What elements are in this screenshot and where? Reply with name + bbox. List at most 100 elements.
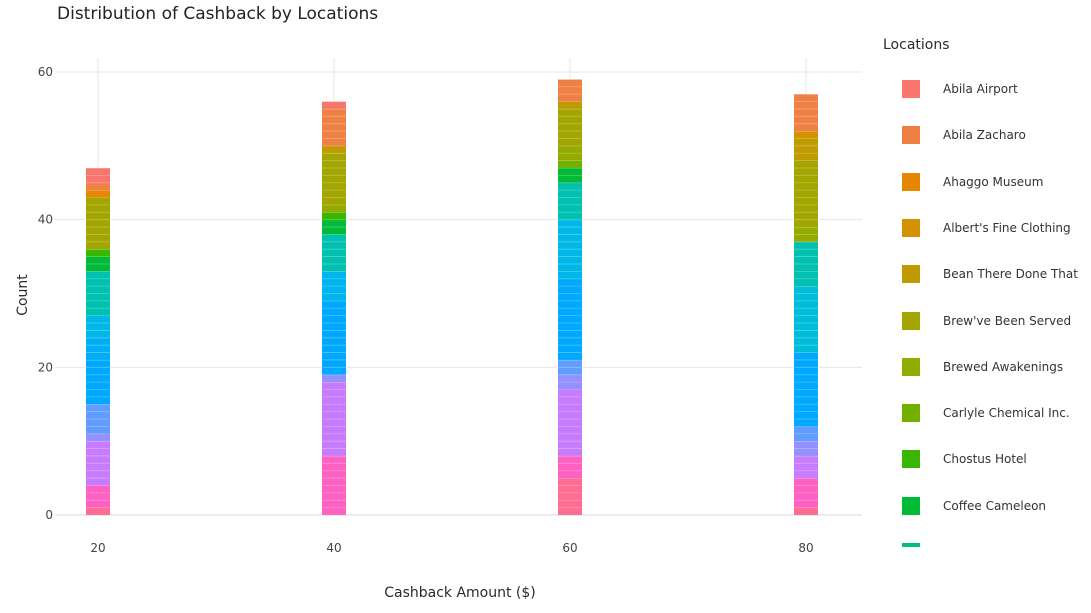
bar-segment[interactable]	[322, 382, 346, 456]
bar-segment[interactable]	[794, 478, 818, 508]
bar-segment[interactable]	[86, 190, 110, 198]
bar-segment[interactable]	[794, 441, 818, 456]
bar-segment[interactable]	[322, 234, 346, 272]
bar-segment[interactable]	[322, 300, 346, 375]
bar-segment[interactable]	[86, 433, 110, 442]
legend-item[interactable]: Carlyle Chemical Inc.	[902, 403, 1070, 423]
x-tick-label: 80	[798, 541, 813, 555]
bar-segment[interactable]	[558, 219, 582, 279]
bars	[86, 78, 818, 515]
bar-segment[interactable]	[558, 374, 582, 390]
x-tick-label: 60	[562, 541, 577, 555]
y-tick-label: 20	[38, 360, 53, 374]
bar-segment[interactable]	[794, 160, 818, 228]
bar-chart: 0 20 40 60 20 40 60 80 Cashback Amount ($) Coun…	[15, 58, 862, 601]
bar-segment[interactable]	[86, 485, 110, 508]
y-tick-label: 40	[38, 213, 53, 227]
legend-label: Abila Airport	[943, 82, 1018, 96]
legend-label: Albert's Fine Clothing	[943, 220, 1071, 235]
bar-segment[interactable]	[322, 153, 346, 205]
bar-segment[interactable]	[558, 182, 582, 220]
bar-segment[interactable]	[794, 227, 818, 242]
bar-segment[interactable]	[794, 352, 818, 427]
legend-swatch	[902, 172, 920, 191]
bar-segment[interactable]	[794, 138, 818, 161]
bar-segment[interactable]	[794, 286, 818, 353]
legend-label: Abila Zacharo	[943, 128, 1026, 143]
bar-segment[interactable]	[558, 478, 582, 515]
bar-segment[interactable]	[558, 278, 582, 360]
bar-segment[interactable]	[322, 108, 346, 146]
y-tick-label: 0	[45, 508, 53, 522]
bar-segment[interactable]	[794, 426, 818, 442]
bar-segment[interactable]	[558, 359, 582, 375]
bar-segment[interactable]	[558, 167, 582, 183]
legend-swatch	[902, 218, 920, 237]
x-tick-label: 40	[326, 541, 341, 555]
legend-item[interactable]: Bean There Done That	[902, 264, 1078, 284]
legend-label: Brew've Been Served	[943, 313, 1072, 328]
x-tick-label: 20	[90, 541, 105, 555]
legend-title: Locations	[883, 37, 950, 53]
bar-segment[interactable]	[794, 241, 818, 287]
bar-segment[interactable]	[322, 101, 346, 109]
bar-segment[interactable]	[322, 219, 346, 235]
bar-segment[interactable]	[794, 131, 818, 139]
bar-segment[interactable]	[322, 204, 346, 213]
legend-swatch	[902, 311, 920, 330]
legend-swatch	[902, 543, 920, 547]
tick-labels: 0 20 40 60 20 40 60 80	[38, 65, 814, 555]
legend-swatch	[902, 80, 920, 98]
bar-segment[interactable]	[794, 507, 818, 515]
bar-segment[interactable]	[558, 455, 582, 479]
legend: Locations Abila Airport Abila Zacharo Ahag…	[883, 37, 1091, 547]
legend-label: Brewed Awakenings	[943, 359, 1064, 374]
legend-swatch	[902, 496, 920, 515]
gridlines	[55, 58, 862, 516]
bar-segment[interactable]	[558, 101, 582, 109]
bar-segment[interactable]	[558, 108, 582, 146]
legend-swatch	[902, 404, 920, 423]
bar-segment[interactable]	[322, 374, 346, 383]
bar-segment[interactable]	[86, 197, 110, 250]
bar-segment[interactable]	[322, 271, 346, 301]
bar-segment[interactable]	[322, 145, 346, 154]
bar-segment[interactable]	[794, 94, 818, 132]
legend-item[interactable]	[902, 542, 943, 547]
bar-segment[interactable]	[86, 359, 110, 405]
legend-swatch	[902, 265, 920, 284]
bar-segment[interactable]	[322, 212, 346, 220]
bar-segment[interactable]	[86, 249, 110, 257]
legend-swatch	[902, 357, 920, 376]
bar-segment[interactable]	[558, 389, 582, 456]
bar-segment[interactable]	[86, 167, 110, 183]
bar-segment[interactable]	[558, 79, 582, 102]
legend-swatch	[902, 450, 920, 469]
bar-segment[interactable]	[558, 145, 582, 161]
bar-segment[interactable]	[86, 337, 110, 360]
bar-segment[interactable]	[86, 507, 110, 515]
chart-title: Distribution of Cashback by Locations	[57, 4, 379, 24]
bar-segment[interactable]	[322, 455, 346, 515]
legend-label: Coffee Cameleon	[943, 498, 1047, 513]
legend-item[interactable]: Coffee Cameleon	[902, 496, 1046, 516]
legend-item[interactable]: Brew've Been Served	[902, 311, 1071, 331]
legend-item[interactable]: Brewed Awakenings	[902, 357, 1063, 377]
bar-segment[interactable]	[86, 256, 110, 272]
legend-item[interactable]: Ahaggo Museum	[902, 172, 1043, 192]
bar-segment[interactable]	[86, 441, 110, 486]
y-tick-label: 60	[38, 65, 53, 79]
bar-segment[interactable]	[86, 271, 110, 316]
legend-item[interactable]: Albert's Fine Clothing	[902, 218, 1071, 238]
x-axis-title: Cashback Amount ($)	[384, 585, 536, 601]
bar-segment[interactable]	[86, 315, 110, 338]
legend-item[interactable]: Abila Zacharo	[902, 125, 1026, 145]
bar-segment[interactable]	[558, 160, 582, 168]
y-axis-title: Count	[15, 274, 31, 316]
legend-item[interactable]: Chostus Hotel	[902, 449, 1027, 469]
bar-segment[interactable]	[794, 455, 818, 479]
legend-label: Bean There Done That	[943, 267, 1078, 282]
legend-item[interactable]: Abila Airport	[902, 79, 1018, 99]
bar-segment[interactable]	[86, 404, 110, 434]
bar-segment[interactable]	[86, 182, 110, 191]
